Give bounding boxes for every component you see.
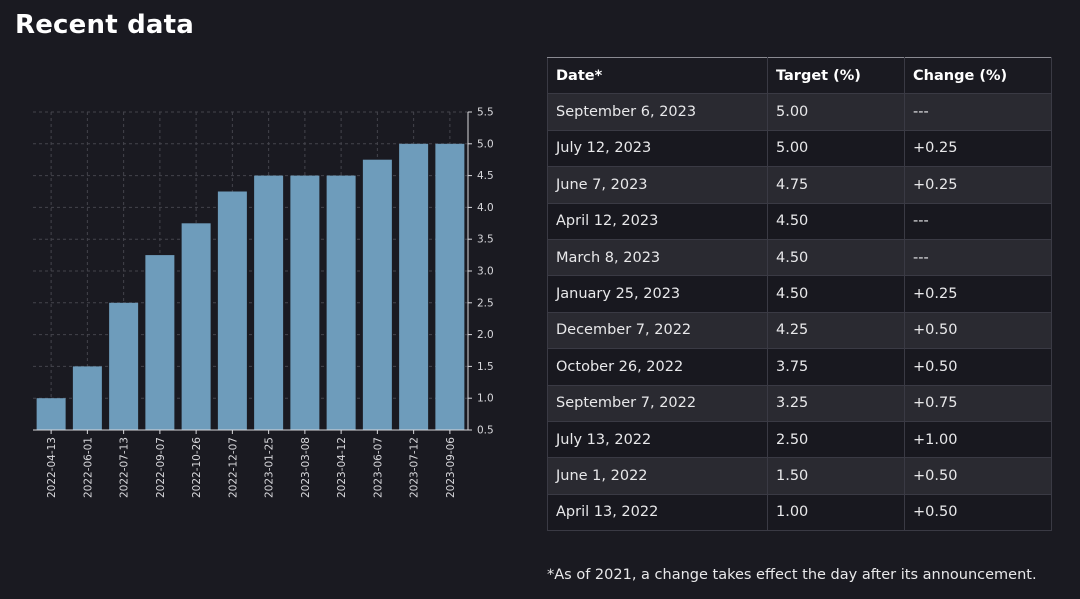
table-row: March 8, 2023 4.50 --- — [547, 238, 1052, 277]
cell-date: March 8, 2023 — [547, 238, 768, 277]
table-header-row: Date* Target (%) Change (%) — [547, 56, 1052, 95]
bar — [435, 143, 465, 431]
y-tick-label: 3.0 — [477, 266, 494, 278]
cell-target: 1.50 — [767, 457, 905, 495]
table-row: December 7, 2022 4.25 +0.50 — [547, 311, 1052, 350]
cell-target: 2.50 — [767, 420, 905, 459]
page-title: Recent data — [15, 10, 195, 40]
cell-date: July 12, 2023 — [547, 129, 768, 168]
bar — [217, 191, 247, 430]
bar — [109, 302, 139, 430]
y-tick-label: 3.5 — [477, 234, 494, 246]
cell-date: September 7, 2022 — [547, 384, 768, 422]
x-tick-label: 2022-12-07 — [227, 437, 239, 498]
bar — [290, 175, 320, 430]
x-tick-label: 2022-04-13 — [46, 437, 58, 498]
cell-change: +0.25 — [904, 129, 1052, 168]
x-tick-label: 2023-06-07 — [372, 437, 384, 498]
x-tick-label: 2022-07-13 — [119, 437, 131, 498]
cell-date: September 6, 2023 — [547, 93, 768, 131]
cell-target: 5.00 — [767, 93, 905, 131]
x-tick-label: 2022-06-01 — [82, 437, 94, 498]
cell-date: January 25, 2023 — [547, 275, 768, 313]
y-tick-label: 1.0 — [477, 393, 494, 405]
bar — [254, 175, 284, 430]
cell-date: April 12, 2023 — [547, 202, 768, 240]
bar — [145, 255, 175, 430]
table-row: July 12, 2023 5.00 +0.25 — [547, 129, 1052, 168]
x-tick-label: 2023-04-12 — [336, 437, 348, 498]
x-tick-label: 2023-03-08 — [300, 437, 312, 498]
bar — [399, 143, 429, 431]
cell-date: April 13, 2022 — [547, 493, 768, 532]
bar — [362, 159, 392, 430]
cell-change: --- — [904, 238, 1052, 277]
cell-change: +0.75 — [904, 384, 1052, 422]
bar — [72, 366, 102, 430]
cell-target: 4.75 — [767, 166, 905, 204]
bar — [326, 175, 356, 430]
table-row: June 1, 2022 1.50 +0.50 — [547, 457, 1052, 495]
bar — [36, 398, 66, 430]
cell-change: +0.25 — [904, 275, 1052, 313]
cell-change: --- — [904, 93, 1052, 131]
table-row: July 13, 2022 2.50 +1.00 — [547, 420, 1052, 459]
header-change: Change (%) — [904, 56, 1052, 95]
cell-target: 3.25 — [767, 384, 905, 422]
y-tick-label: 5.0 — [477, 138, 494, 150]
cell-change: +0.50 — [904, 348, 1052, 386]
header-target: Target (%) — [767, 56, 905, 95]
cell-target: 4.25 — [767, 311, 905, 350]
table-row: April 12, 2023 4.50 --- — [547, 202, 1052, 240]
rate-bar-chart: 0.5 1.0 1.5 2.0 2.5 3.0 3.5 4.0 4.5 5.0 5.5 2022-04… — [0, 100, 520, 520]
cell-change: --- — [904, 202, 1052, 240]
x-tick-label: 2022-09-07 — [155, 437, 167, 498]
table-body: September 6, 2023 5.00 --- July 12, 2023 5.0… — [547, 93, 1052, 532]
table-row: April 13, 2022 1.00 +0.50 — [547, 493, 1052, 532]
cell-target: 4.50 — [767, 202, 905, 240]
cell-target: 5.00 — [767, 129, 905, 168]
footnote: *As of 2021, a change takes effect the d… — [547, 567, 1037, 583]
cell-date: June 1, 2022 — [547, 457, 768, 495]
chart-svg: 0.5 1.0 1.5 2.0 2.5 3.0 3.5 4.0 4.5 5.0 5.5 2022-04… — [33, 107, 494, 498]
x-tick-label: 2023-09-06 — [445, 437, 457, 498]
cell-date: December 7, 2022 — [547, 311, 768, 350]
table-row: September 6, 2023 5.00 --- — [547, 93, 1052, 131]
y-tick-label: 4.5 — [477, 170, 494, 182]
x-tick-label: 2022-10-26 — [191, 437, 203, 498]
bar — [181, 223, 211, 430]
cell-target: 3.75 — [767, 348, 905, 386]
y-tick-label: 2.0 — [477, 329, 494, 341]
cell-change: +0.25 — [904, 166, 1052, 204]
y-tick-label: 4.0 — [477, 202, 494, 214]
cell-change: +0.50 — [904, 457, 1052, 495]
cell-date: October 26, 2022 — [547, 348, 768, 386]
cell-change: +0.50 — [904, 493, 1052, 532]
cell-change: +1.00 — [904, 420, 1052, 459]
y-tick-label: 5.5 — [477, 107, 494, 119]
cell-target: 4.50 — [767, 275, 905, 313]
y-tick-label: 1.5 — [477, 361, 494, 373]
rate-table: Date* Target (%) Change (%) September 6,… — [547, 56, 1052, 532]
table-row: June 7, 2023 4.75 +0.25 — [547, 166, 1052, 204]
table-row: September 7, 2022 3.25 +0.75 — [547, 384, 1052, 422]
header-date: Date* — [547, 56, 768, 95]
x-tick-label: 2023-07-12 — [409, 437, 421, 498]
cell-target: 4.50 — [767, 238, 905, 277]
table-row: October 26, 2022 3.75 +0.50 — [547, 348, 1052, 386]
cell-date: June 7, 2023 — [547, 166, 768, 204]
y-tick-label: 2.5 — [477, 297, 494, 309]
y-tick-label: 0.5 — [477, 425, 494, 437]
cell-target: 1.00 — [767, 493, 905, 532]
x-tick-label: 2023-01-25 — [264, 437, 276, 498]
cell-change: +0.50 — [904, 311, 1052, 350]
cell-date: July 13, 2022 — [547, 420, 768, 459]
table-row: January 25, 2023 4.50 +0.25 — [547, 275, 1052, 313]
